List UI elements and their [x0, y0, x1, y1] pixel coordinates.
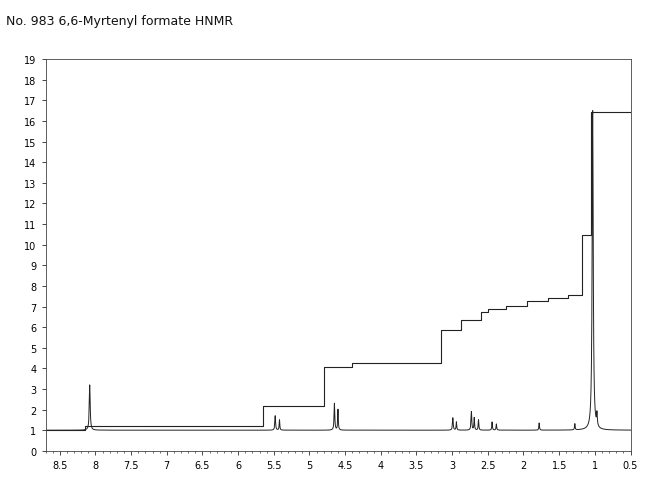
Text: No. 983 6,6-Myrtenyl formate HNMR: No. 983 6,6-Myrtenyl formate HNMR	[6, 15, 233, 28]
